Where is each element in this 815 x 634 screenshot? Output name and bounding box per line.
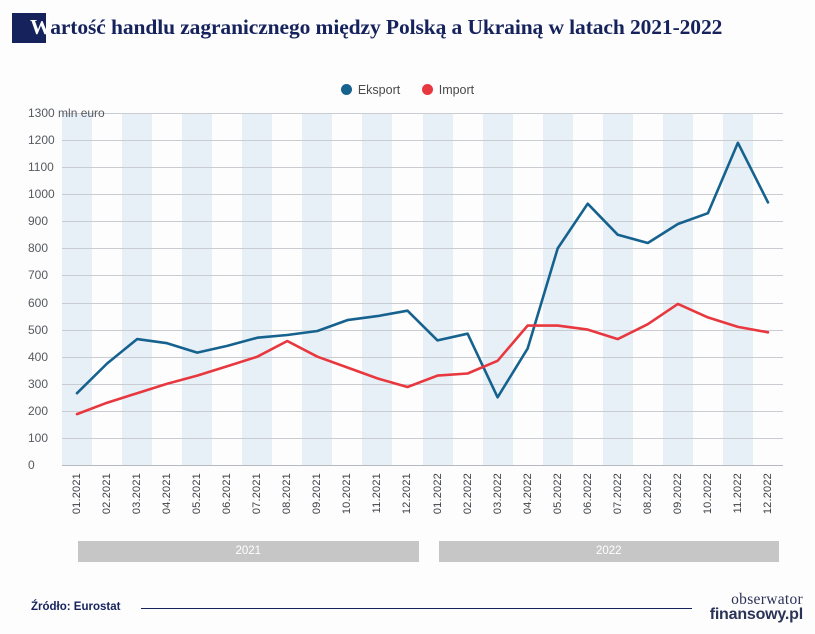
legend-item-eksport[interactable]: Eksport: [340, 83, 401, 97]
chart-band: [422, 113, 453, 465]
gridline: [62, 330, 783, 331]
y-axis-tick-label: 0: [28, 458, 35, 472]
gridline: [62, 357, 783, 358]
gridline: [62, 167, 783, 168]
title-text: Wartość handlu zagranicznego między Pols…: [30, 12, 722, 43]
y-axis-tick-label: 1000: [28, 187, 55, 201]
brand-logo: obserwator finansowy.pl: [709, 591, 804, 623]
page-title: Wartość handlu zagranicznego między Pols…: [0, 10, 815, 46]
y-axis-tick-label: 900: [28, 214, 49, 228]
legend-item-import[interactable]: Import: [421, 83, 475, 97]
y-axis-tick-label: 300: [28, 377, 49, 391]
gridline: [62, 465, 783, 466]
gridline: [62, 438, 783, 439]
year-band-2022: 2022: [438, 541, 779, 562]
y-axis-tick-label: 1100: [28, 160, 54, 174]
gridline: [62, 384, 783, 385]
y-axis-tick-label: 100: [28, 431, 49, 445]
chart-band: [182, 113, 213, 465]
y-axis-tick-label: 400: [28, 350, 49, 364]
title-first-letter: W: [30, 15, 51, 39]
chart-band: [482, 113, 513, 465]
legend-dot-import: [421, 84, 433, 95]
logo-line-2: finansowy.pl: [709, 605, 804, 623]
y-axis-tick-label: 200: [28, 404, 49, 418]
logo-line-1: obserwator: [731, 591, 803, 608]
gridline: [62, 411, 783, 412]
chart-band: [362, 113, 393, 465]
chart-legend: Eksport Import: [0, 83, 815, 97]
gridline: [62, 194, 783, 195]
chart-band: [662, 113, 693, 465]
series-line-eksport: [75, 141, 770, 399]
y-axis-tick-label: 600: [28, 296, 49, 310]
title-rest: artość handlu zagranicznego między Polsk…: [50, 15, 723, 39]
gridline: [62, 113, 783, 114]
footer-divider: [141, 608, 692, 609]
chart-band: [722, 113, 753, 465]
chart-band: [62, 113, 93, 465]
y-axis-tick-label: 1300 mln euro: [28, 106, 105, 120]
legend-label-import: Import: [438, 83, 475, 97]
gridline: [62, 303, 783, 304]
legend-dot-eksport: [340, 84, 352, 95]
y-axis-tick-label: 700: [28, 268, 49, 282]
chart-band: [302, 113, 333, 465]
year-band-2021: 2021: [78, 541, 419, 562]
legend-label-eksport: Eksport: [357, 83, 401, 97]
chart-band: [542, 113, 573, 465]
y-axis-tick-label: 1200: [28, 133, 55, 147]
gridline: [62, 248, 783, 249]
chart-band: [122, 113, 153, 465]
title-accent-block: [12, 13, 46, 43]
source-note: Źródło: Eurostat: [31, 601, 121, 613]
chart-band: [602, 113, 633, 465]
chart-band: [242, 113, 273, 465]
gridline: [62, 140, 783, 141]
y-axis-tick-label: 500: [28, 323, 49, 337]
y-axis-tick-label: 800: [28, 241, 49, 255]
gridline: [62, 275, 783, 276]
series-line-import: [75, 302, 770, 416]
gridline: [62, 221, 783, 222]
